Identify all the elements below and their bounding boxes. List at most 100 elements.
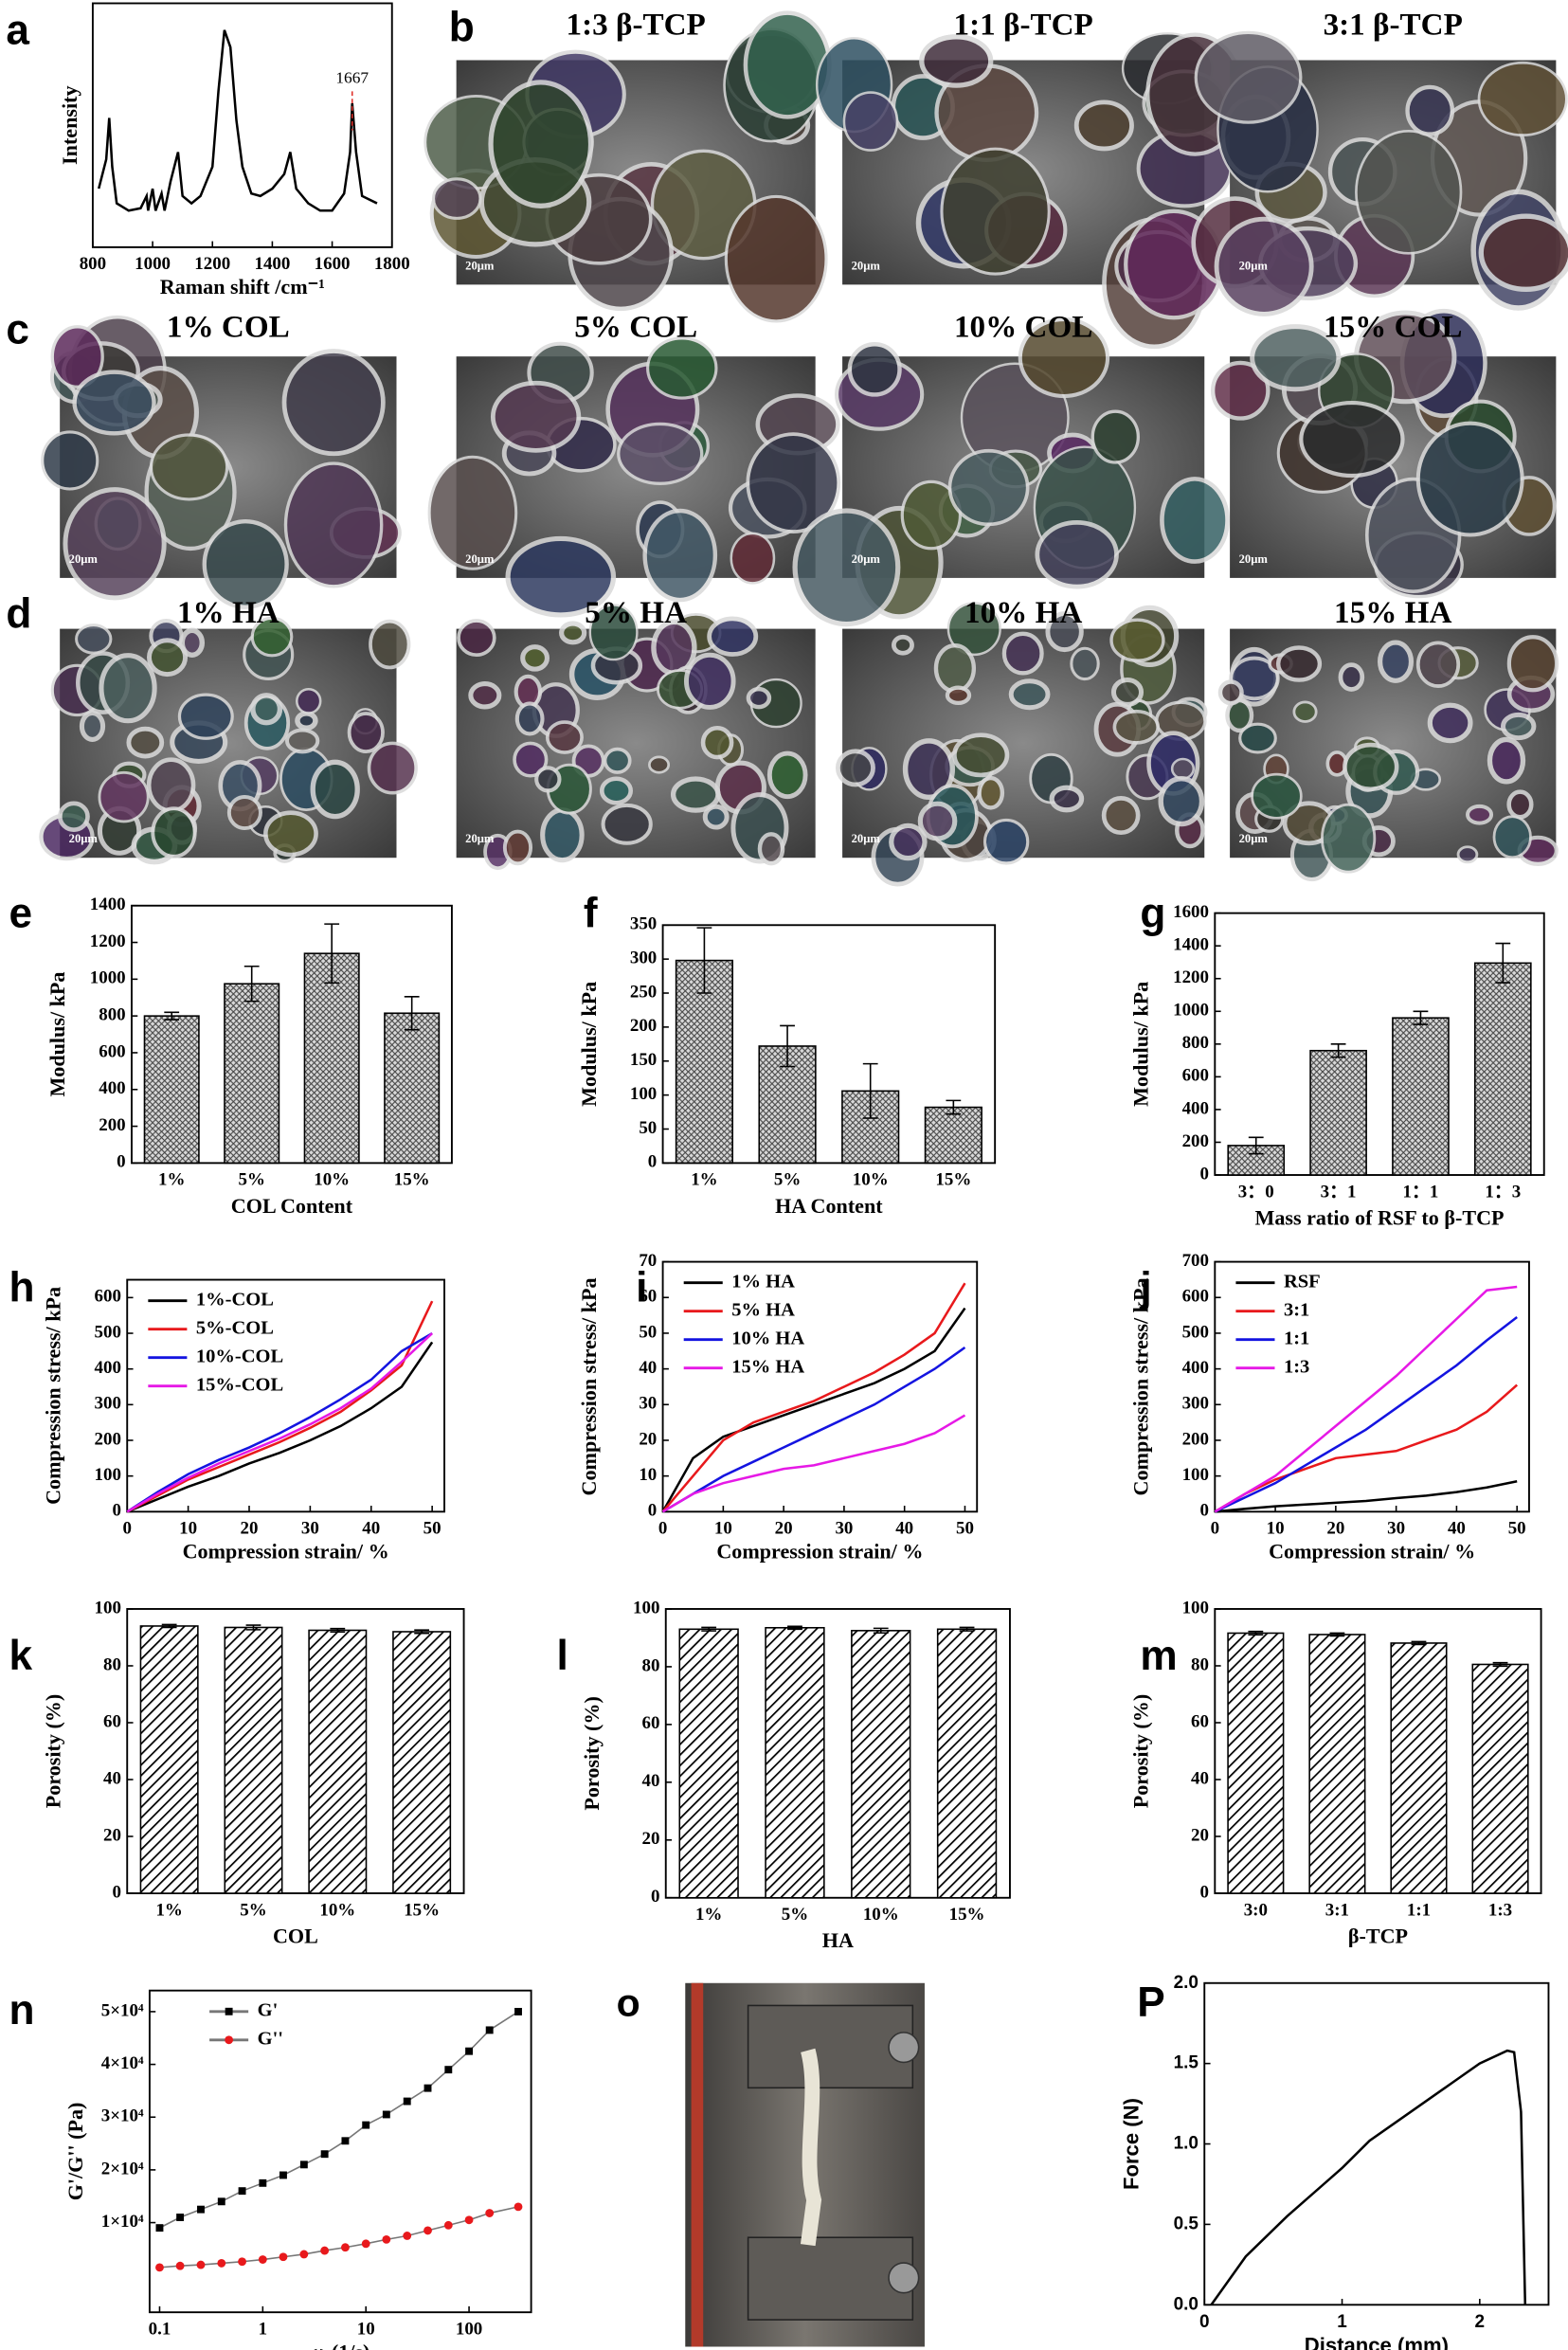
x-tick-label: 0	[122, 1519, 131, 1539]
y-tick-label: 0	[648, 1501, 657, 1521]
x-tick-label: 50	[956, 1519, 974, 1539]
panel-label: d	[6, 591, 31, 638]
panel-label: c	[6, 307, 29, 353]
photo-detail	[888, 2032, 920, 2064]
plot-frame	[148, 1989, 532, 2314]
legend-label: 1%-COL	[196, 1289, 274, 1310]
error-bar	[243, 965, 260, 1003]
legend-swatch	[225, 2007, 233, 2016]
scale-label: 20μm	[1239, 832, 1269, 845]
y-tick-label: 0.0	[1174, 2294, 1199, 2314]
error-bar	[324, 923, 340, 985]
sem-pore	[1415, 641, 1461, 688]
sem-pore	[891, 634, 914, 656]
x-tick-label: 1800	[374, 254, 410, 274]
x-axis-label: Compression strain/ %	[1269, 1540, 1475, 1564]
chart: l 0 20 40 60 80 100 HA Porosity (%) 1% 5% 10% 15%	[556, 1598, 1011, 1952]
sem-pore	[75, 624, 113, 655]
x-tick-label: 0	[1211, 1519, 1219, 1539]
sem-pore	[295, 687, 322, 714]
bar	[224, 983, 280, 1165]
bar	[851, 1630, 911, 1899]
legend-label: 1% HA	[731, 1271, 795, 1292]
sem-pore	[889, 822, 928, 861]
y-tick-label: 100	[1182, 1598, 1209, 1618]
chart: k 0 20 40 60 80 100 COL Porosity (%) 1% 5% 10% 15%	[9, 1598, 465, 1947]
x-tick-label: 1:1	[1407, 1900, 1431, 1920]
sem-pore	[513, 741, 549, 778]
sem-pore	[126, 726, 165, 759]
sem-pore	[847, 342, 902, 397]
y-tick-label: 1000	[1173, 1001, 1209, 1021]
sem-pore	[250, 693, 283, 726]
scale-label: 20μm	[852, 552, 881, 566]
y-tick-label: 1400	[1173, 935, 1209, 955]
bar	[303, 952, 360, 1165]
point	[403, 2232, 412, 2240]
plot-frame	[131, 904, 453, 1165]
error-bar	[787, 1625, 802, 1631]
sem-pore	[588, 604, 639, 661]
y-tick-label: 3×10⁴	[101, 2106, 144, 2126]
y-tick-label: 40	[1191, 1768, 1209, 1788]
y-tick-label: 2×10⁴	[101, 2159, 144, 2178]
y-tick-label: 100	[630, 1084, 657, 1104]
sem-pore	[1109, 618, 1165, 662]
scale-label: 20μm	[69, 832, 99, 845]
point	[155, 2224, 164, 2232]
point	[382, 2234, 391, 2244]
y-tick-label: 200	[95, 1429, 121, 1449]
sem-pore	[488, 80, 594, 208]
point	[403, 2097, 411, 2106]
scale-label: 20μm	[1239, 552, 1269, 566]
sem-pore	[945, 685, 972, 706]
y-tick-label: 60	[639, 1287, 657, 1307]
data-line	[126, 1331, 433, 1513]
x-axis-label: β-TCP	[1348, 1924, 1408, 1947]
x-tick-label: 1:3	[1488, 1900, 1512, 1920]
point	[217, 2197, 225, 2206]
y-tick-label: 80	[103, 1654, 121, 1674]
y-tick-label: 800	[1182, 1033, 1209, 1053]
sem-pore	[743, 10, 832, 119]
sem-pore	[1251, 772, 1303, 820]
y-tick-label: 0	[117, 1152, 125, 1172]
plot-frame	[126, 1278, 445, 1513]
point	[444, 2066, 453, 2074]
point	[465, 2047, 474, 2055]
x-tick-label: 10	[357, 2319, 375, 2339]
point	[197, 2205, 205, 2214]
sem-pore	[1478, 213, 1568, 293]
y-axis-label: Modulus/ kPa	[1129, 982, 1153, 1107]
sem-pore	[63, 487, 167, 601]
y-tick-label: 20	[639, 1429, 657, 1449]
error-bar	[1248, 1136, 1264, 1155]
point	[424, 2084, 432, 2092]
sem-pore	[1112, 709, 1161, 745]
x-tick-label: 15%	[394, 1170, 430, 1190]
chart: m 0 20 40 60 80 100 β-TCP Porosity (%) 3:0 3:1 1:1 1…	[1129, 1598, 1542, 1947]
x-tick-label: 3：1	[1321, 1182, 1357, 1202]
y-tick-label: 1200	[1173, 967, 1209, 987]
x-tick-label: 1200	[194, 254, 230, 274]
bar	[678, 1628, 739, 1899]
y-tick-label: 0	[1200, 1164, 1209, 1184]
x-axis-label: Distance (mm)	[1305, 2333, 1449, 2350]
y-tick-label: 0	[651, 1887, 659, 1907]
panel-label: a	[6, 8, 29, 54]
y-tick-label: 10	[639, 1465, 657, 1485]
y-tick-label: 300	[630, 948, 657, 967]
x-axis-label: HA Content	[775, 1194, 883, 1218]
sem-pore	[730, 532, 776, 585]
sem-pore	[917, 801, 958, 841]
bar	[1308, 1634, 1366, 1894]
point	[514, 2007, 522, 2016]
photo-panel	[685, 1982, 925, 2347]
y-tick-label: 500	[95, 1322, 121, 1342]
y-tick-label: 2.0	[1174, 1973, 1199, 1993]
sem-pore	[1110, 678, 1144, 707]
plot-frame	[664, 1608, 1011, 1899]
sem-title: 1:1 β-TCP	[954, 7, 1093, 42]
y-tick-label: 600	[1182, 1066, 1209, 1086]
sem-pore	[1214, 216, 1314, 316]
